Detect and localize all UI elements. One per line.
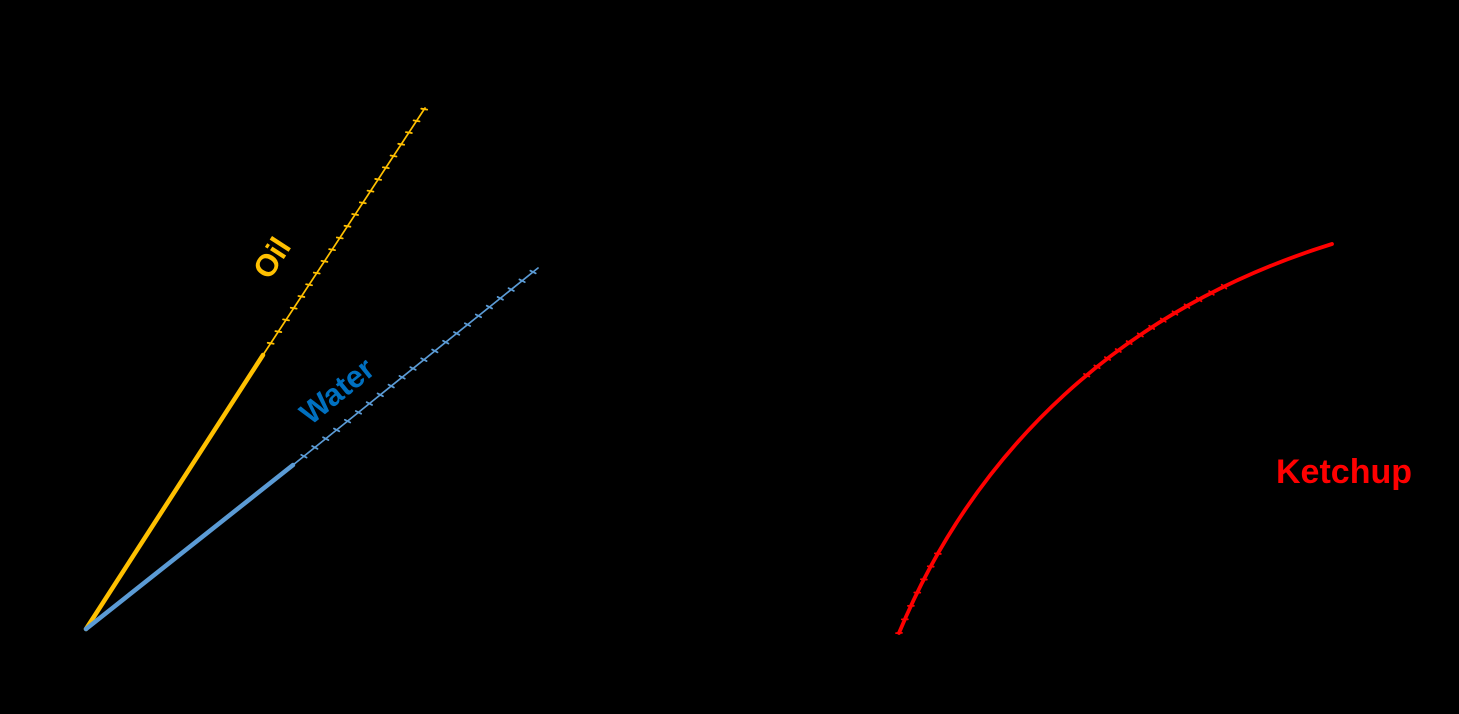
ketchup-curve-tick — [1171, 310, 1179, 316]
oil-line-tick — [282, 318, 290, 322]
oil-line-tick — [420, 107, 429, 111]
oil-line-tick — [266, 341, 275, 345]
oil-line-tick — [305, 283, 313, 287]
oil-line-tick — [335, 236, 344, 240]
water-line-tick — [420, 357, 428, 362]
water-line-tick — [387, 383, 395, 389]
ketchup-curve-tick — [1195, 296, 1203, 303]
oil-line-tick — [343, 224, 352, 228]
water-line-tick — [453, 331, 461, 336]
ketchup-curve-tick — [1103, 356, 1112, 361]
ketchup-curve-tick — [1208, 290, 1215, 296]
water-line-tick — [463, 322, 472, 327]
oil-line-dashed — [262, 107, 426, 356]
oil-line-tick — [289, 306, 298, 310]
oil-line-tick — [412, 119, 421, 123]
water-line-tick — [333, 427, 341, 433]
water-line-solid — [83, 462, 296, 632]
ketchup-curve-tick — [1148, 324, 1156, 330]
oil-line-tick — [366, 189, 375, 193]
water-line-tick — [311, 445, 319, 450]
water-line-tick — [409, 366, 417, 371]
ketchup-curve-tick — [1083, 373, 1091, 378]
oil-line-tick — [397, 142, 406, 146]
ketchup-curve-tick — [1159, 317, 1167, 323]
water-line-tick — [376, 392, 384, 398]
water-line-tick — [529, 269, 537, 275]
oil-line-tick — [320, 259, 329, 263]
ketchup-curve — [897, 242, 1334, 635]
oil-line-tick — [312, 271, 321, 275]
water-line-tick — [398, 375, 406, 380]
water-line-tick — [354, 410, 363, 415]
water-line-tick — [518, 278, 526, 284]
oil-line-tick — [374, 178, 383, 181]
ketchup-curve-tick — [1125, 340, 1133, 346]
water-line-tick — [431, 348, 439, 354]
oil-line-tick — [328, 248, 336, 252]
ketchup-curve-tick — [1093, 364, 1101, 370]
water-line-tick — [322, 436, 330, 441]
water-line-tick — [474, 313, 483, 319]
water-line-tick — [496, 296, 504, 301]
water-line-tick — [507, 287, 515, 292]
ketchup-curve-tick — [1136, 332, 1144, 338]
oil-line-tick — [389, 154, 398, 158]
ketchup-curve-tick — [1220, 283, 1228, 290]
water-line-dashed — [292, 267, 539, 466]
water-line-tick — [485, 304, 493, 310]
ketchup-curve-label: Ketchup — [1276, 453, 1412, 491]
water-line-tick — [442, 339, 450, 345]
oil-line-tick — [297, 295, 306, 298]
ketchup-curve-tick — [933, 552, 942, 555]
oil-line-tick — [351, 213, 359, 216]
water-line-tick — [300, 453, 308, 459]
water-line-tick — [365, 401, 373, 406]
oil-line-solid — [83, 352, 266, 632]
ketchup-curve-tick — [1114, 348, 1122, 353]
oil-line-tick — [381, 166, 390, 170]
oil-line-tick — [358, 201, 367, 205]
oil-line-tick — [274, 330, 283, 333]
ketchup-curve-tick — [1183, 303, 1191, 309]
water-line-tick — [343, 418, 352, 424]
oil-line-tick — [405, 131, 413, 134]
